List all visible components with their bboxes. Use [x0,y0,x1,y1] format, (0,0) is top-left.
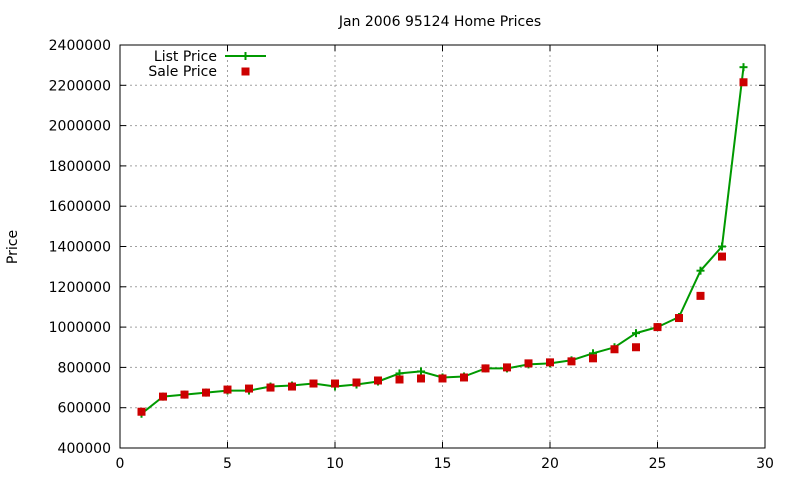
y-tick-label: 2400000 [49,38,111,54]
sale-price-point [567,357,576,366]
sale-price-point [395,375,404,384]
sale-price-point [180,390,189,399]
sale-price-point [653,323,662,332]
list-price-point [739,63,748,72]
y-axis-title: Price [5,230,21,264]
series-layer [137,63,748,418]
x-tick-label: 5 [223,456,232,472]
list-price-point [417,367,425,376]
sale-price-point [481,364,490,373]
sale-price-point [309,379,318,388]
sale-price-point [610,345,619,354]
legend-label-sale-price: Sale Price [148,64,217,80]
x-tick-label: 20 [541,456,559,472]
chart-title: Jan 2006 95124 Home Prices [338,14,541,30]
y-tick-label: 800000 [58,360,111,376]
sale-price-point [288,382,296,391]
sale-price-point [589,354,597,363]
y-tick-label: 1800000 [49,159,111,175]
sale-price-point [245,384,253,393]
y-tick-label: 400000 [58,441,111,457]
y-tick-label: 2200000 [49,78,111,94]
sale-price-point [223,385,232,394]
x-tick-label: 10 [326,456,344,472]
sale-price-point [202,388,210,397]
sale-price-point [739,78,748,87]
x-tick-label: 15 [434,456,452,472]
sale-price-point [524,359,533,368]
legend-label-list-price: List Price [154,49,217,65]
legend-swatch-list-price-marker [241,52,250,60]
sale-price-point [696,291,705,300]
y-tick-label: 2000000 [49,119,111,135]
list-price-point [632,329,640,338]
y-tick-label: 1600000 [49,199,111,215]
sale-price-point [417,374,425,383]
y-tick-label: 1200000 [49,280,111,296]
legend: List Price Sale Price [148,49,266,80]
sale-price-point [718,252,726,261]
sale-price-point [675,314,683,323]
grid [120,45,765,448]
sale-price-point [374,376,382,385]
sale-price-point [460,373,468,382]
x-tick-label: 0 [116,456,125,472]
sale-price-point [352,378,361,387]
sale-price-point [159,392,167,401]
list-price-point [696,266,705,275]
sale-price-point [331,379,339,388]
y-tick-label: 1400000 [49,240,111,256]
legend-swatch-sale-price [241,67,250,76]
sale-price-point [632,343,640,352]
list-price-point [718,242,726,251]
sale-price-point [438,374,447,383]
sale-price-point [137,407,146,416]
y-tick-label: 1000000 [49,320,111,336]
x-tick-label: 25 [649,456,667,472]
x-tick-label: 30 [756,456,774,472]
sale-price-point [546,358,554,367]
sale-price-point [503,363,511,372]
y-tick-label: 600000 [58,401,111,417]
axis-ticks: 0 5 10 15 20 25 30 400000 600000 800000 1000000 120… [49,38,774,472]
sale-price-point [266,383,275,392]
